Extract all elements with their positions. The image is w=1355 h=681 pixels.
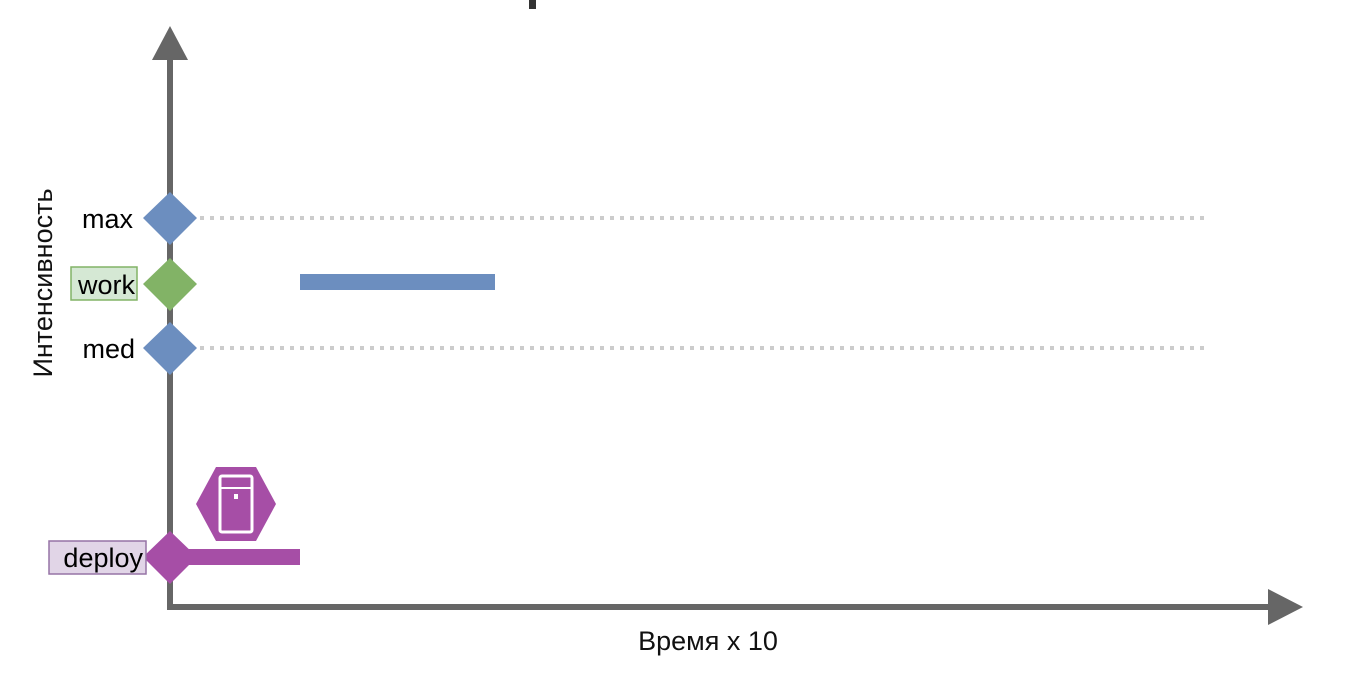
work-bar [300,274,495,290]
x-axis-arrowhead [1268,589,1303,625]
work-label-box [70,266,138,301]
max-label: max [82,204,134,234]
server-hexagon-icon [196,467,276,541]
med-label: med [82,334,135,364]
top-edge-fragment [529,0,536,9]
deploy-marker [143,531,197,584]
work-label: work [77,270,136,300]
y-axis-arrowhead [152,26,188,60]
deploy-bar [170,549,300,565]
x-axis-title: Время x 10 [638,626,778,656]
deploy-label: deploy [63,543,143,573]
y-axis-title: Интенсивность [28,188,58,377]
deploy-label-box [48,540,147,575]
max-marker [143,192,197,245]
med-marker [143,322,197,375]
work-marker [143,258,197,311]
